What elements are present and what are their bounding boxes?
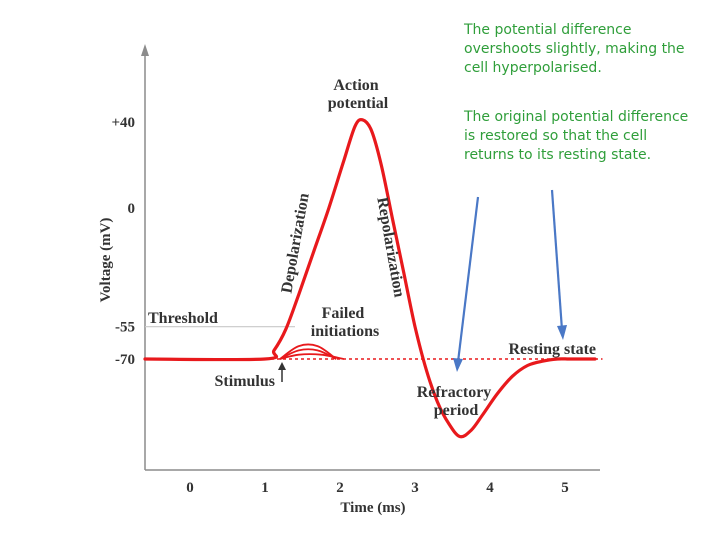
- y-tick-label-0: +40: [111, 115, 135, 131]
- threshold-label: Threshold: [148, 310, 218, 327]
- x-axis-label: Time (ms): [340, 500, 405, 516]
- restored-note: The original potential difference is res…: [464, 109, 689, 163]
- failed-initiation-curve-3: [279, 353, 344, 360]
- hyperpolarised-pointer-arrowhead: [453, 358, 463, 372]
- y-tick-label-1: 0: [128, 201, 136, 217]
- stimulus-label: Stimulus: [215, 373, 275, 390]
- x-tick-label-5: 5: [561, 480, 569, 496]
- action-potential-label-line-2: potential: [328, 95, 389, 112]
- repolarization-label: Repolarization: [373, 196, 407, 299]
- failed-initiation-curve-1: [279, 343, 337, 360]
- overshoot-note: The potential difference overshoots slig…: [464, 22, 685, 76]
- y-tick-label-2: -55: [115, 320, 135, 336]
- failed-initiation-curve-2: [279, 348, 337, 360]
- y-axis-arrowhead: [141, 44, 149, 56]
- stimulus-arrowhead: [278, 362, 286, 370]
- failed-initiations-label: Failed initiations: [311, 305, 379, 340]
- x-tick-label-3: 3: [411, 480, 419, 496]
- resting-state-pointer-arrowhead: [557, 325, 567, 340]
- y-axis-label: Voltage (mV): [98, 218, 114, 303]
- failed-initiations-line-2: initiations: [311, 323, 379, 340]
- refractory-period-line-2: period: [434, 402, 479, 419]
- x-tick-label-1: 1: [261, 480, 269, 496]
- refractory-period-label: Refractory period: [417, 384, 496, 419]
- action-potential-trace: [143, 117, 597, 439]
- hyperpolarised-pointer-arrow: [456, 196, 480, 363]
- resting-state-label: Resting state: [508, 341, 596, 358]
- depolarization-label: Depolarization: [278, 192, 312, 295]
- x-tick-label-0: 0: [186, 480, 194, 496]
- action-potential-label: Action potential: [328, 77, 389, 112]
- refractory-period-line-1: Refractory: [417, 384, 492, 401]
- y-tick-label-3: -70: [115, 352, 135, 368]
- failed-initiation-curves: [279, 343, 344, 360]
- action-potential-label-line-1: Action: [333, 77, 378, 94]
- resting-state-pointer-arrow: [550, 189, 564, 331]
- x-tick-label-4: 4: [486, 480, 494, 496]
- failed-initiations-line-1: Failed: [322, 305, 365, 322]
- x-tick-label-2: 2: [336, 480, 344, 496]
